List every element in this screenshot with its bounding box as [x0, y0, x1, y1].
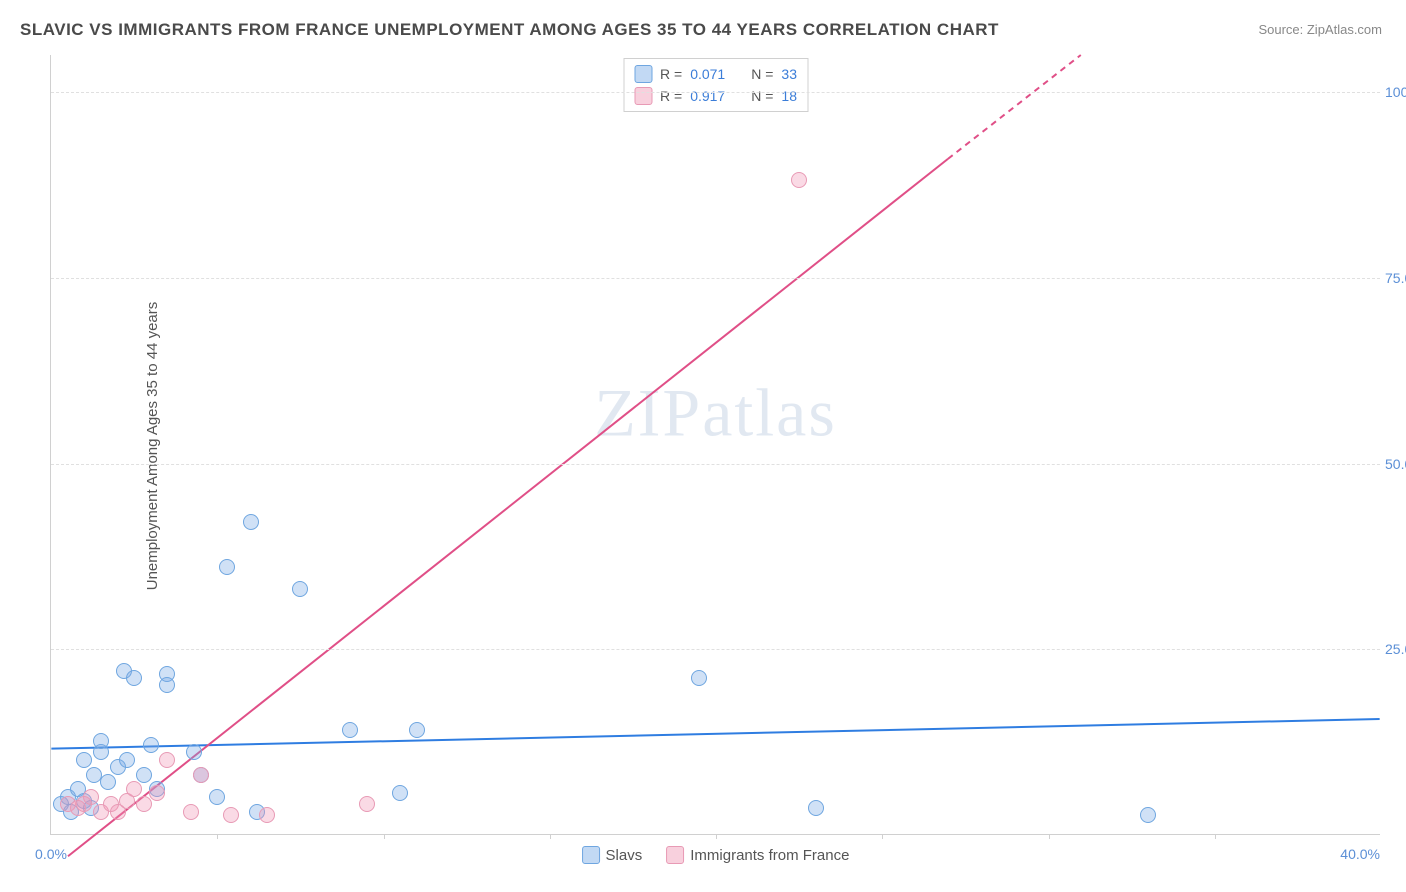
source-prefix: Source:: [1258, 22, 1306, 37]
data-point: [136, 796, 152, 812]
data-point: [808, 800, 824, 816]
legend-swatch: [582, 846, 600, 864]
gridline-h: [51, 278, 1380, 279]
data-point: [119, 752, 135, 768]
data-point: [186, 744, 202, 760]
data-point: [223, 807, 239, 823]
n-label: N =: [751, 88, 773, 104]
r-label: R =: [660, 88, 682, 104]
series-legend: Slavs Immigrants from France: [582, 846, 850, 864]
data-point: [219, 559, 235, 575]
data-point: [183, 804, 199, 820]
series-legend-item: Immigrants from France: [666, 846, 849, 864]
x-tick: [384, 834, 385, 839]
legend-swatch: [634, 65, 652, 83]
n-value: 33: [781, 66, 797, 82]
series-legend-label: Slavs: [606, 847, 643, 864]
legend-swatch: [634, 87, 652, 105]
n-value: 18: [781, 88, 797, 104]
data-point: [209, 789, 225, 805]
data-point: [76, 752, 92, 768]
x-tick-label-max: 40.0%: [1340, 846, 1380, 862]
x-tick: [716, 834, 717, 839]
data-point: [93, 733, 109, 749]
correlation-legend-row: R = 0.917 N = 18: [634, 85, 797, 107]
data-point: [691, 670, 707, 686]
y-tick-label: 75.0%: [1385, 270, 1406, 286]
correlation-legend-row: R = 0.071 N = 33: [634, 63, 797, 85]
n-label: N =: [751, 66, 773, 82]
gridline-h: [51, 92, 1380, 93]
y-tick-label: 25.0%: [1385, 641, 1406, 657]
data-point: [126, 781, 142, 797]
data-point: [409, 722, 425, 738]
data-point: [83, 789, 99, 805]
y-tick-label: 50.0%: [1385, 456, 1406, 472]
y-tick-label: 100.0%: [1385, 84, 1406, 100]
data-point: [791, 172, 807, 188]
trend-lines: [51, 55, 1380, 834]
watermark: ZIPatlas: [594, 374, 837, 453]
data-point: [136, 767, 152, 783]
x-tick-label-min: 0.0%: [35, 846, 67, 862]
data-point: [243, 514, 259, 530]
data-point: [143, 737, 159, 753]
plot-area: ZIPatlas R =0.071N =33R =0.917N =18 Slav…: [50, 55, 1380, 835]
x-tick: [882, 834, 883, 839]
data-point: [342, 722, 358, 738]
data-point: [193, 767, 209, 783]
data-point: [259, 807, 275, 823]
legend-swatch: [666, 846, 684, 864]
data-point: [100, 774, 116, 790]
x-tick: [1215, 834, 1216, 839]
data-point: [292, 581, 308, 597]
gridline-h: [51, 649, 1380, 650]
x-tick: [217, 834, 218, 839]
x-tick: [1049, 834, 1050, 839]
series-legend-item: Slavs: [582, 846, 643, 864]
data-point: [392, 785, 408, 801]
correlation-legend: R = 0.071 N = 33 R = 0.917 N = 18: [623, 58, 808, 112]
data-point: [1140, 807, 1156, 823]
source-link[interactable]: ZipAtlas.com: [1307, 22, 1382, 37]
source-attribution: Source: ZipAtlas.com: [1258, 22, 1382, 37]
gridline-h: [51, 464, 1380, 465]
data-point: [149, 785, 165, 801]
series-legend-label: Immigrants from France: [690, 847, 849, 864]
r-value: 0.917: [690, 88, 725, 104]
data-point: [159, 677, 175, 693]
r-value: 0.071: [690, 66, 725, 82]
chart-title: SLAVIC VS IMMIGRANTS FROM FRANCE UNEMPLO…: [20, 20, 999, 40]
data-point: [359, 796, 375, 812]
x-tick: [550, 834, 551, 839]
data-point: [159, 752, 175, 768]
data-point: [126, 670, 142, 686]
r-label: R =: [660, 66, 682, 82]
